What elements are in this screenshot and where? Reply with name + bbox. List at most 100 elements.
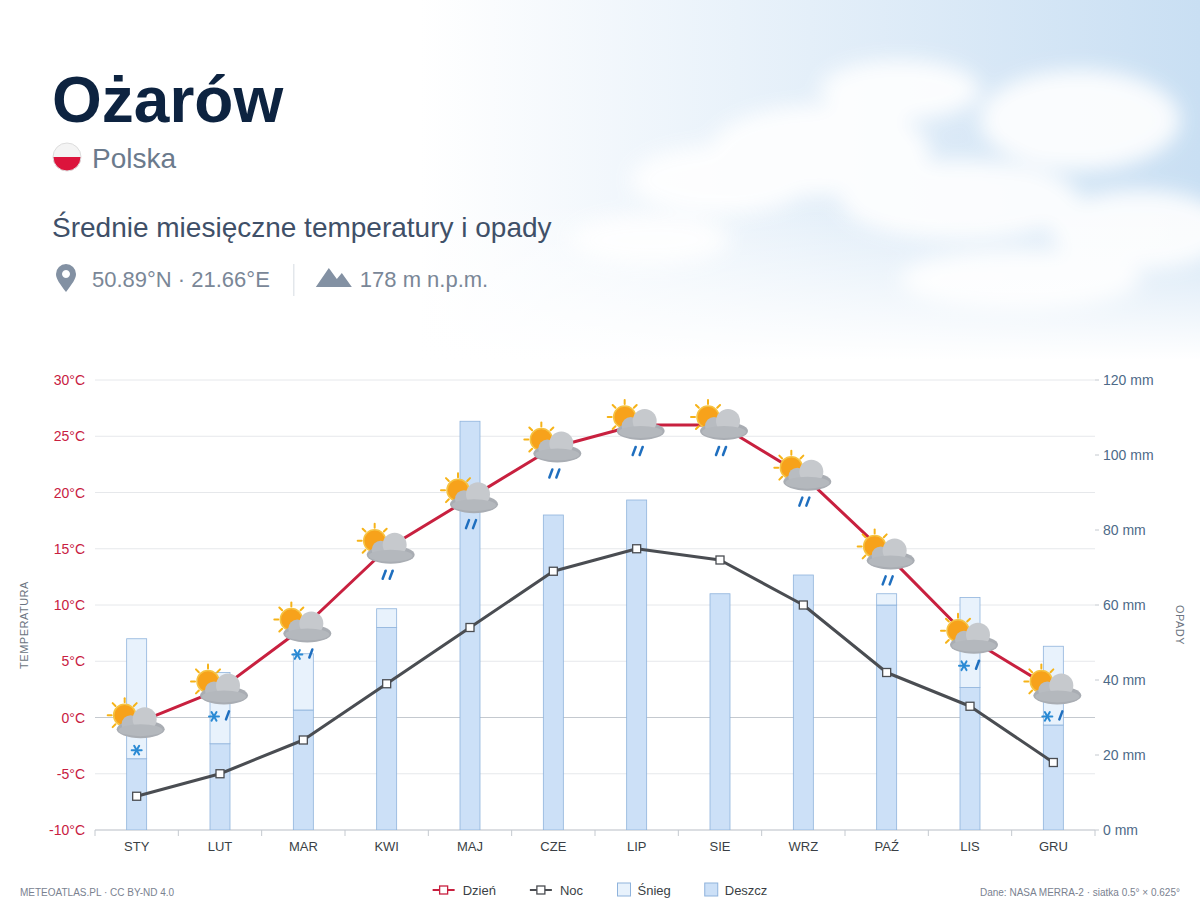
snowflake <box>295 650 300 659</box>
raindrop <box>226 711 229 719</box>
temp-marker <box>216 770 224 778</box>
grid-line <box>95 380 1095 381</box>
sun-ray <box>217 669 220 672</box>
title: Ożarów <box>52 64 283 136</box>
sun-ray <box>551 427 554 430</box>
sun-ray <box>801 456 804 459</box>
sun-ray <box>363 529 366 532</box>
y-tick-label: 20°C <box>54 485 85 501</box>
cloud-part <box>202 690 246 702</box>
weather-icon <box>691 400 748 455</box>
x-tick-label: STY <box>124 839 150 854</box>
sun-ray <box>301 607 304 610</box>
y-tick-label: -5°C <box>57 766 85 782</box>
sun-ray <box>790 451 792 455</box>
sun-ray <box>279 629 282 632</box>
grid-line <box>95 605 1095 606</box>
x-separator <box>345 830 346 836</box>
raindrop <box>633 447 636 455</box>
temp-marker <box>383 680 391 688</box>
cloud-icon <box>200 673 248 704</box>
x-separator <box>845 830 846 836</box>
weather-icons <box>108 400 1082 754</box>
weather-icon <box>191 664 248 720</box>
precip-bar <box>377 628 397 831</box>
cloud-icon <box>700 409 748 440</box>
legend-label: Śnieg <box>637 883 670 898</box>
sun-ray <box>196 669 199 672</box>
sun-ray <box>124 698 126 702</box>
precip-bar <box>710 593 730 594</box>
snowflake <box>1045 712 1050 721</box>
sun-ray <box>946 640 949 643</box>
sun-ray <box>290 603 292 607</box>
weather-icon <box>1024 664 1081 720</box>
y2-tick <box>1095 380 1099 381</box>
weather-icon <box>274 603 331 659</box>
x-separator <box>178 830 179 836</box>
sun-ray <box>441 489 445 491</box>
cloud-icon <box>617 409 665 440</box>
raindrop <box>890 576 893 584</box>
raindrop <box>976 661 979 669</box>
precip-bar <box>293 710 313 830</box>
sun-ray <box>779 456 782 459</box>
flag-red <box>53 157 81 171</box>
raindrop <box>556 470 559 478</box>
cloud-part <box>619 426 663 438</box>
sun-ray <box>191 680 195 682</box>
sun-ray <box>446 499 449 502</box>
x-tick-label: LIP <box>627 839 647 854</box>
cloud-part <box>369 550 413 562</box>
sun-ray <box>624 400 626 404</box>
precip-bar <box>127 639 147 759</box>
sun-ray <box>717 405 720 408</box>
sun-ray <box>1051 669 1054 672</box>
sun-ray <box>941 630 945 632</box>
legend-marker <box>440 886 448 894</box>
precip-bar <box>877 594 897 605</box>
cloud-part <box>952 640 996 652</box>
sun-ray <box>1029 669 1032 672</box>
separator <box>293 264 294 296</box>
sun-ray <box>279 607 282 610</box>
cloud-part <box>535 449 579 461</box>
sky <box>0 0 1200 360</box>
x-separator <box>95 830 96 836</box>
x-separator <box>761 830 762 836</box>
temp-marker <box>966 702 974 710</box>
temp-marker <box>549 567 557 575</box>
y2-tick-label: 100 mm <box>1103 447 1154 463</box>
sun-ray <box>467 478 470 481</box>
weather-icon <box>941 614 998 670</box>
temp-marker <box>299 736 307 744</box>
temp-marker <box>1049 759 1057 767</box>
raindrop <box>549 470 552 478</box>
x-tick-label: LIS <box>960 839 980 854</box>
x-tick-label: KWI <box>374 839 399 854</box>
grid-line <box>95 773 1095 774</box>
precip-bar <box>710 594 730 830</box>
y2-tick-label: 20 mm <box>1103 747 1146 763</box>
grid-line <box>95 548 1095 549</box>
sun-ray <box>613 426 616 429</box>
y2-tick-label: 0 mm <box>1103 822 1138 838</box>
mountain-icon <box>316 268 352 287</box>
raindrop <box>640 447 643 455</box>
legend-item: Noc <box>530 883 584 898</box>
flag-ring <box>53 143 81 171</box>
chart: OżarówPolskaŚrednie miesięczne temperatu… <box>0 0 1200 920</box>
sun-ray <box>634 405 637 408</box>
cloud-part <box>869 555 913 567</box>
precip-bar <box>210 744 230 830</box>
temp-line <box>137 549 1054 797</box>
credit: METEOATLAS.PL · CC BY-ND 4.0 <box>20 887 175 898</box>
country: Polska <box>92 143 176 174</box>
weather-icon <box>608 400 665 455</box>
snowflake <box>134 746 139 755</box>
temp-marker <box>133 792 141 800</box>
sun-ray <box>884 534 887 537</box>
sun-ray <box>707 400 709 404</box>
plot-marks <box>127 421 1064 830</box>
cloud-part <box>119 724 163 736</box>
